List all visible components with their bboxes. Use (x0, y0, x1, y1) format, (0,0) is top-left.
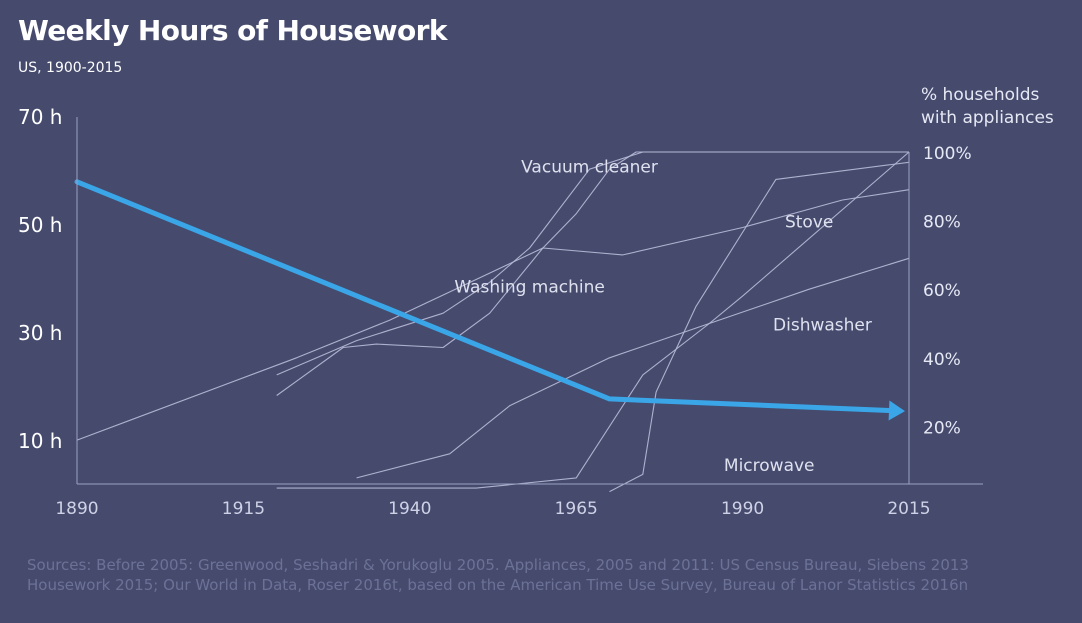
series-label: Stove (785, 212, 833, 232)
axes (76, 117, 983, 485)
housework-line (74, 179, 905, 421)
left-tick-label: 50 h (18, 213, 62, 237)
sources-note: Sources: Before 2005: Greenwood, Seshadr… (27, 555, 1067, 595)
left-tick-label: 10 h (18, 429, 62, 453)
labels: 1890 1915 1940 1965 1990 2015 10 h 30 h 50 h 70 h… (18, 85, 1054, 519)
housework-series-line (74, 179, 892, 413)
chart-title: Weekly Hours of Housework (18, 14, 447, 47)
appliance-line (276, 151, 909, 396)
right-tick-label: 80% (923, 213, 961, 233)
left-tick-label: 70 h (18, 105, 62, 129)
right-tick-label: 100% (923, 144, 972, 164)
x-tick-label: 1965 (555, 499, 598, 519)
sources-line-1: Sources: Before 2005: Greenwood, Seshadr… (27, 556, 969, 574)
appliance-lines (76, 151, 910, 493)
right-tick-label: 60% (923, 281, 961, 301)
x-tick-label: 1990 (721, 499, 764, 519)
x-tick-label: 1890 (55, 499, 98, 519)
appliance-line (276, 151, 910, 489)
series-label: Microwave (724, 456, 815, 476)
left-tick-label: 30 h (18, 321, 62, 345)
housework-arrowhead (888, 400, 905, 421)
chart: 1890 1915 1940 1965 1990 2015 10 h 30 h 50 h 70 h… (18, 85, 1054, 519)
right-axis-title: with appliances (921, 108, 1054, 128)
series-label: Vacuum cleaner (521, 158, 658, 178)
x-tick-label: 2015 (887, 499, 930, 519)
chart-subtitle: US, 1900-2015 (18, 60, 123, 76)
right-axis-title: % households (921, 85, 1040, 105)
appliance-line (276, 151, 909, 376)
sources-line-2: Housework 2015; Our World in Data, Roser… (27, 576, 969, 594)
right-tick-label: 20% (923, 418, 961, 438)
right-tick-label: 40% (923, 350, 961, 370)
x-tick-label: 1940 (388, 499, 431, 519)
series-label: Dishwasher (773, 315, 872, 335)
x-tick-label: 1915 (222, 499, 265, 519)
appliance-line (76, 189, 910, 441)
series-label: Washing machine (454, 278, 605, 298)
appliance-line (356, 257, 910, 479)
